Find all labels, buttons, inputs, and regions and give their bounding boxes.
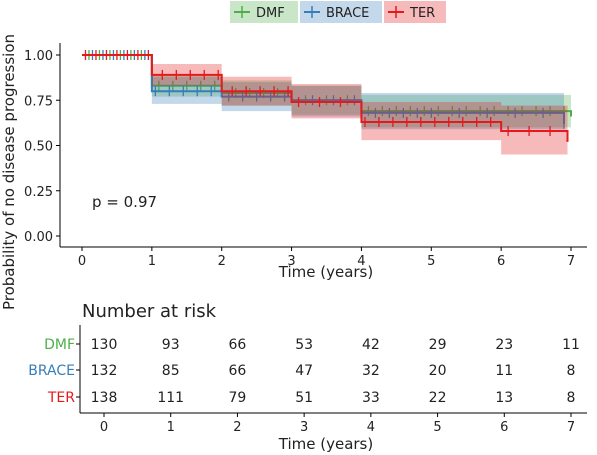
ter-survival-line [82, 54, 569, 142]
legend-label-brace: BRACE [326, 6, 369, 21]
risk-count-ter: 51 [295, 390, 313, 406]
risk-row-label-ter: TER [47, 390, 75, 406]
risk-count-brace: 8 [567, 363, 576, 379]
risk-row-label-dmf: DMF [44, 337, 75, 353]
legend-key-dmf [230, 1, 298, 23]
p-value-annotation: p = 0.97 [92, 193, 157, 211]
risk-table-title: Number at risk [82, 301, 217, 322]
risk-count-dmf: 130 [91, 337, 118, 353]
risk-count-ter: 138 [91, 390, 118, 406]
y-tick-label: 1.00 [24, 49, 53, 64]
risk-count-brace: 47 [295, 363, 313, 379]
risk-x-tick-label: 7 [567, 420, 575, 435]
risk-x-tick-label: 2 [233, 420, 241, 435]
risk-count-brace: 132 [91, 363, 118, 379]
risk-count-dmf: 42 [362, 337, 380, 353]
risk-count-brace: 32 [362, 363, 380, 379]
x-tick-label: 1 [148, 254, 156, 269]
risk-row-label-brace: BRACE [28, 363, 75, 379]
risk-x-tick-label: 6 [500, 420, 508, 435]
risk-count-ter: 13 [495, 390, 513, 406]
legend: DMF BRACE TER [230, 1, 446, 23]
risk-count-ter: 111 [157, 390, 184, 406]
x-tick-label: 6 [497, 254, 505, 269]
risk-x-tick-label: 4 [367, 420, 375, 435]
risk-count-ter: 33 [362, 390, 380, 406]
risk-count-dmf: 93 [162, 337, 180, 353]
risk-count-ter: 79 [229, 390, 247, 406]
y-axis-label: Probability of no disease progression [0, 34, 18, 310]
legend-label-dmf: DMF [256, 6, 285, 21]
km-plot-area: Probability of no disease progression Ti… [0, 34, 587, 310]
risk-x-tick-label: 5 [433, 420, 441, 435]
risk-count-brace: 85 [162, 363, 180, 379]
x-tick-label: 5 [427, 254, 435, 269]
risk-count-brace: 11 [495, 363, 513, 379]
risk-x-tick-label: 3 [300, 420, 308, 435]
x-tick-label: 7 [567, 254, 575, 269]
ter-ci-band [82, 55, 568, 168]
x-tick-label: 2 [218, 254, 226, 269]
risk-x-tick-label: 0 [100, 420, 108, 435]
x-axis-label: Time (years) [278, 263, 373, 281]
x-tick-label: 0 [78, 254, 86, 269]
y-tick-label: 0.00 [24, 230, 53, 245]
risk-count-ter: 8 [567, 390, 576, 406]
risk-count-dmf: 23 [495, 337, 513, 353]
risk-count-brace: 66 [229, 363, 247, 379]
risk-count-dmf: 29 [429, 337, 447, 353]
risk-count-brace: 20 [429, 363, 447, 379]
legend-key-ter [384, 1, 446, 23]
y-tick-label: 0.75 [24, 94, 53, 109]
risk-x-tick-label: 1 [167, 420, 175, 435]
risk-count-dmf: 53 [295, 337, 313, 353]
risk-count-dmf: 11 [562, 337, 580, 353]
legend-key-brace [300, 1, 382, 23]
legend-label-ter: TER [409, 6, 435, 21]
risk-count-dmf: 66 [229, 337, 247, 353]
x-tick-label: 3 [287, 254, 295, 269]
y-tick-label: 0.50 [24, 140, 53, 155]
y-tick-label: 0.25 [24, 185, 53, 200]
risk-table: Number at risk Time (years) DMF 130 93 66 53… [28, 301, 587, 453]
x-tick-label: 4 [357, 254, 365, 269]
risk-table-x-axis-label: Time (years) [278, 435, 373, 453]
risk-count-ter: 22 [429, 390, 447, 406]
